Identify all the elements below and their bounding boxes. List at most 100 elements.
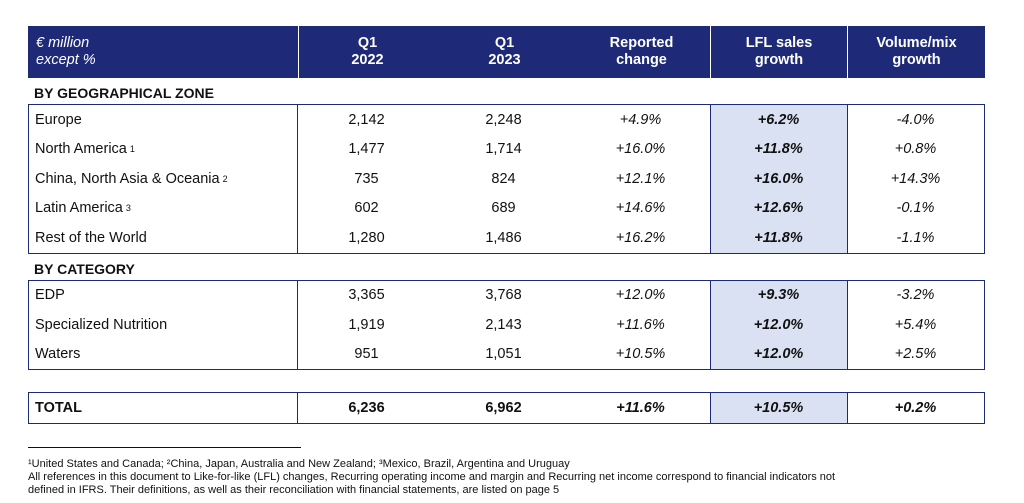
header-q1-2022-line2: 2022 <box>351 52 384 68</box>
footnotes: ¹United States and Canada; ²China, Japan… <box>28 458 988 497</box>
geo-block: Europe 2,142 2,248 +4.9% +6.2% -4.0% North Ame… <box>28 104 985 254</box>
footnote-rule <box>28 447 301 448</box>
column-divider <box>710 280 711 369</box>
cell-lfl: +12.0% <box>753 346 804 363</box>
cell-q1-2023: 2,143 <box>485 316 522 333</box>
cell-q1-2022: 1,477 <box>348 141 385 158</box>
cell-reported: +16.0% <box>615 141 666 158</box>
cell-reported: +16.2% <box>615 229 666 246</box>
total-q1-2022: 6,236 <box>348 399 385 416</box>
total-volmix: +0.2% <box>894 399 937 416</box>
header-volmix-line1: Volume/mix <box>876 35 957 51</box>
footnote-line-3: defined in IFRS. Their definitions, as w… <box>28 484 560 496</box>
cell-q1-2023: 1,051 <box>485 346 522 363</box>
cell-q1-2023: 689 <box>491 200 516 217</box>
cell-reported: +10.5% <box>615 346 666 363</box>
cell-q1-2023: 2,248 <box>485 111 522 128</box>
cell-reported: +12.0% <box>615 287 666 304</box>
header-q1-2022-line1: Q1 <box>357 35 378 51</box>
row-label: Waters <box>29 340 297 370</box>
lfl-highlight <box>710 280 847 369</box>
header-separator <box>298 26 299 78</box>
cell-reported: +11.6% <box>616 316 665 333</box>
header-reported-line1: Reported <box>609 35 674 51</box>
category-block: EDP 3,365 3,768 +12.0% +9.3% -3.2% Specialized… <box>28 279 985 370</box>
row-label: Rest of the World <box>29 223 297 253</box>
cell-q1-2022: 602 <box>354 200 379 217</box>
cell-volmix: -3.2% <box>896 287 935 304</box>
table-header: € million except % Q1 2022 Q1 2023 Repor… <box>28 26 985 78</box>
cell-volmix: +2.5% <box>894 346 937 363</box>
cell-q1-2022: 2,142 <box>348 111 385 128</box>
cell-q1-2023: 3,768 <box>485 287 522 304</box>
header-q1-2023-line2: 2023 <box>488 52 521 68</box>
row-label: China, North Asia & Oceania 2 <box>29 164 297 194</box>
header-q1-2022: Q1 2022 <box>299 26 436 78</box>
section-title-geo: BY GEOGRAPHICAL ZONE <box>34 85 214 101</box>
footnote-line-2: All references in this document to Like-… <box>28 471 836 483</box>
category-row: EDP 3,365 3,768 +12.0% +9.3% -3.2% <box>29 281 984 311</box>
cell-volmix: +0.8% <box>894 141 937 158</box>
cell-q1-2023: 1,714 <box>485 141 522 158</box>
row-label-text: North America <box>35 141 127 158</box>
column-divider <box>710 105 711 253</box>
section-title-category: BY CATEGORY <box>34 260 135 277</box>
header-unit-line2: except % <box>36 52 96 68</box>
header-volmix-line2: growth <box>892 52 941 68</box>
geo-row: Rest of the World 1,280 1,486 +16.2% +11.8% -… <box>29 223 984 253</box>
footnote-marker: 2 <box>222 173 228 184</box>
header-unit: € million except % <box>28 26 298 78</box>
cell-q1-2023: 1,486 <box>485 229 522 246</box>
lfl-highlight <box>710 105 847 253</box>
cell-lfl: +6.2% <box>757 111 800 128</box>
geo-row: Europe 2,142 2,248 +4.9% +6.2% -4.0% <box>29 105 984 135</box>
category-row: Specialized Nutrition 1,919 2,143 +11.6% +12… <box>29 310 984 340</box>
total-reported: +11.6% <box>616 399 665 416</box>
header-unit-line1: € million <box>36 35 90 51</box>
spacer <box>28 370 985 392</box>
cell-q1-2022: 951 <box>354 346 379 363</box>
total-lfl: +10.5% <box>753 399 804 416</box>
cell-reported: +12.1% <box>615 170 666 187</box>
cell-q1-2023: 824 <box>491 170 516 187</box>
column-divider <box>847 393 848 423</box>
row-label: Europe <box>29 105 297 135</box>
header-lfl-growth: LFL sales growth <box>711 26 847 78</box>
total-block: TOTAL 6,236 6,962 +11.6% +10.5% +0.2% <box>28 392 985 424</box>
row-label-text: Europe <box>35 111 82 128</box>
category-row: Waters 951 1,051 +10.5% +12.0% +2.5% <box>29 340 984 370</box>
geo-row: Latin America 3 602 689 +14.6% +12.6% -0.1% <box>29 194 984 224</box>
lfl-highlight <box>710 393 847 423</box>
cell-q1-2022: 3,365 <box>348 287 385 304</box>
column-divider <box>847 280 848 369</box>
row-label-text: Waters <box>35 346 81 363</box>
cell-reported: +14.6% <box>615 200 666 217</box>
row-label: North America 1 <box>29 135 297 165</box>
row-label: EDP <box>29 281 297 311</box>
header-q1-2023: Q1 2023 <box>436 26 573 78</box>
footnote-marker: 1 <box>129 144 135 155</box>
cell-q1-2022: 735 <box>354 170 379 187</box>
header-lfl-line2: growth <box>754 52 804 68</box>
total-label: TOTAL <box>35 399 82 416</box>
geo-row: North America 1 1,477 1,714 +16.0% +11.8% +0.8… <box>29 135 984 165</box>
cell-lfl: +16.0% <box>753 170 804 187</box>
header-lfl-line1: LFL sales <box>745 35 813 51</box>
cell-volmix: +5.4% <box>894 316 937 333</box>
cell-lfl: +12.0% <box>753 316 804 333</box>
cell-volmix: -4.0% <box>896 111 935 128</box>
header-separator <box>847 26 848 78</box>
header-q1-2023-line1: Q1 <box>494 35 515 51</box>
column-divider <box>297 280 298 369</box>
geo-row: China, North Asia & Oceania 2 735 824 +12.1%… <box>29 164 984 194</box>
column-divider <box>710 393 711 423</box>
row-label: Specialized Nutrition <box>29 310 297 340</box>
financial-table: € million except % Q1 2022 Q1 2023 Repor… <box>28 26 985 424</box>
column-divider <box>297 393 298 423</box>
total-row: TOTAL 6,236 6,962 +11.6% +10.5% +0.2% <box>29 393 984 423</box>
row-label: Latin America 3 <box>29 194 297 224</box>
header-volume-mix: Volume/mix growth <box>848 26 985 78</box>
column-divider <box>297 105 298 253</box>
total-q1-2023: 6,962 <box>485 399 522 416</box>
column-divider <box>847 105 848 253</box>
